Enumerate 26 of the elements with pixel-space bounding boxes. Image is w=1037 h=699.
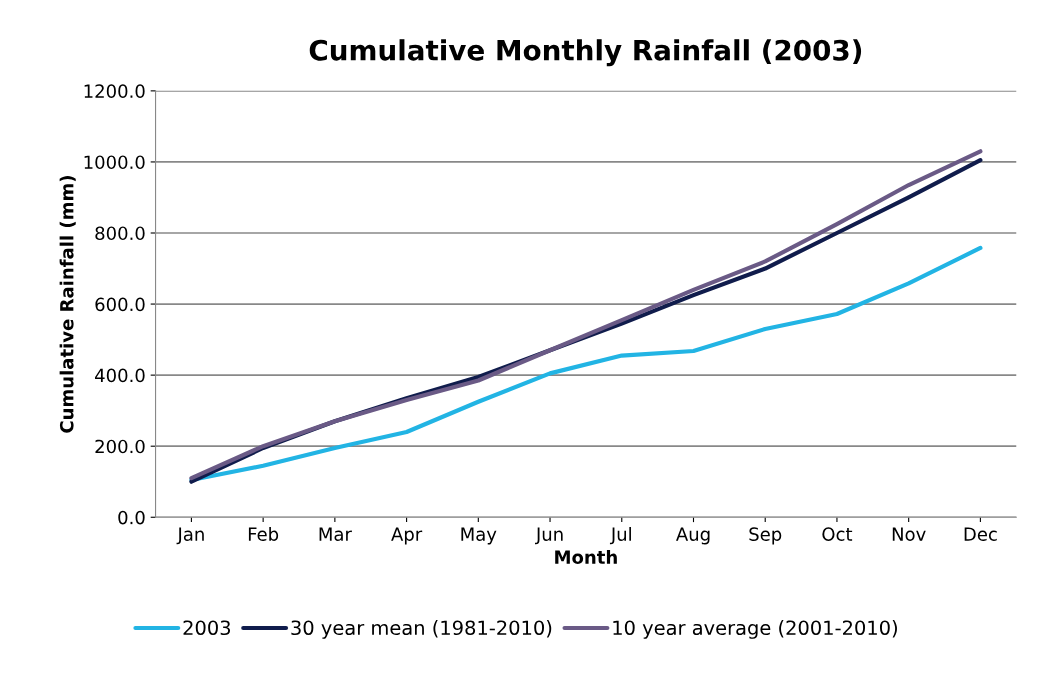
y-tick-label: 400.0 [95, 368, 145, 383]
x-tick-label: Oct [822, 527, 853, 541]
y-tick-label: 200.0 [95, 439, 145, 454]
x-axis-title: Month [555, 550, 617, 564]
x-tick-label: Apr [391, 527, 423, 545]
x-tick-label: Feb [248, 526, 279, 541]
y-tick-label: 1200.0 [84, 84, 145, 98]
x-tick-label: Mar [319, 527, 352, 541]
x-tick-label: Nov [892, 527, 926, 541]
x-tick-label: Dec [964, 527, 997, 541]
y-axis-title: Cumulative Rainfall (mm) [59, 176, 76, 433]
x-tick-label: May [461, 527, 497, 545]
x-tick-label: Sep [749, 527, 782, 545]
y-tick-label: 600.0 [95, 297, 145, 312]
x-tick-label: Jun [535, 527, 563, 545]
legend-label: 2003 [183, 620, 231, 636]
legend-label: 10 year average (2001-2010) [613, 620, 897, 639]
x-tick-label: Jul [609, 526, 631, 545]
x-tick-label: Jan [176, 527, 204, 545]
y-tick-label: 1000.0 [84, 155, 145, 170]
legend-label: 30 year mean (1981-2010) [291, 620, 552, 639]
line-series [189, 245, 983, 483]
y-tick-label: 0.0 [118, 510, 145, 525]
chart-title: Cumulative Monthly Rainfall (2003) [309, 39, 862, 67]
y-tick-label: 800.0 [95, 226, 145, 241]
x-tick-label: Aug [676, 527, 710, 545]
